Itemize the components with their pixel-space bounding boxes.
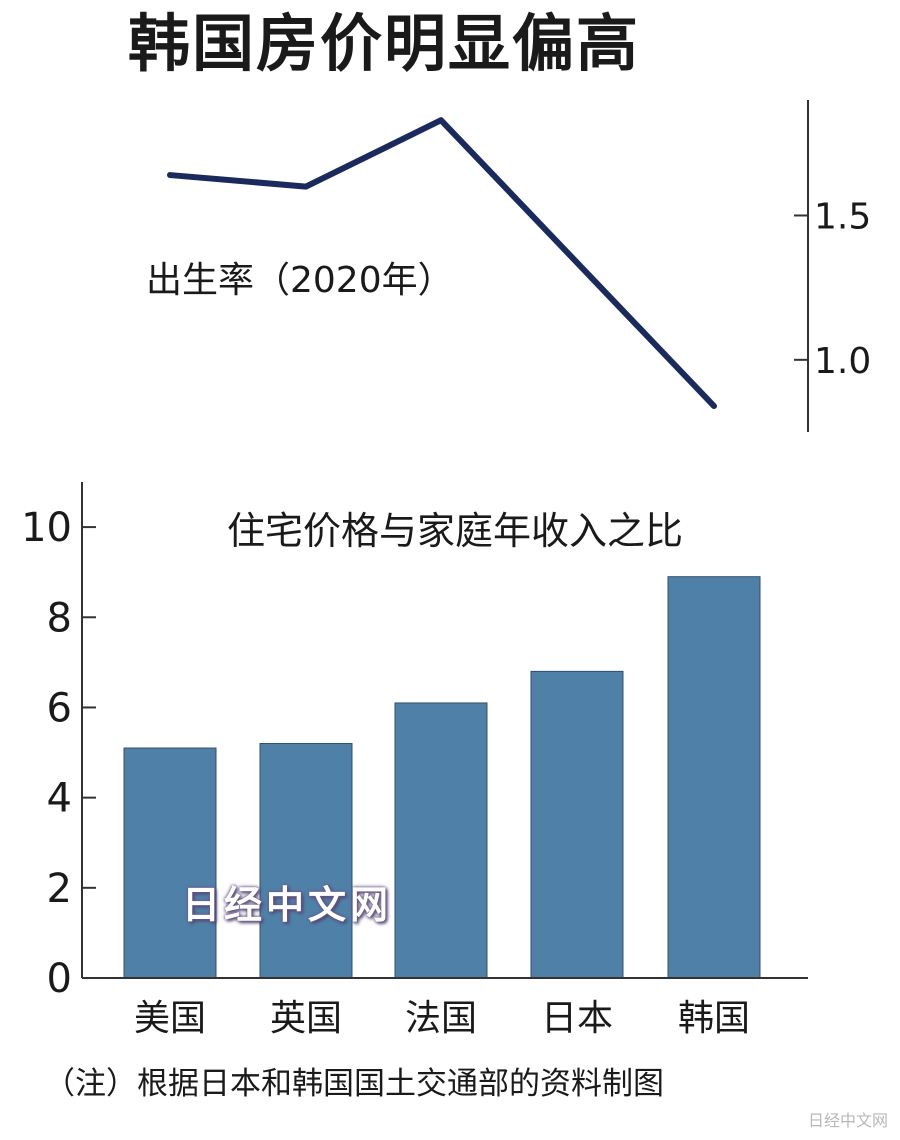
bar-category-label: 法国	[405, 998, 477, 1039]
bar	[394, 702, 488, 979]
bar-chart: 倍美国英国法国日本韩国0246810住宅价格与家庭年收入之比	[21, 482, 808, 1039]
bar-y-tick-label: 8	[47, 595, 72, 641]
bar-y-tick-label: 6	[47, 685, 72, 731]
birth-rate-line	[167, 117, 717, 410]
page-title: 韩国房价明显偏高	[128, 7, 641, 80]
bar-y-tick-label: 2	[47, 866, 72, 912]
bar-category-label: 美国	[134, 998, 206, 1039]
bar	[667, 576, 761, 979]
bar-category-label: 韩国	[678, 998, 750, 1039]
bar-category-label: 日本	[541, 998, 613, 1039]
line-y-tick-label: 1.0	[814, 341, 871, 382]
birth-rate-point	[713, 405, 715, 407]
line-chart: 1.0 1.5 出生率（2020年）	[146, 100, 871, 432]
bar	[123, 747, 217, 979]
birth-rate-point	[169, 174, 171, 176]
line-y-tick-label: 1.5	[814, 196, 871, 237]
birth-rate-point	[305, 186, 307, 188]
bar-category-label: 英国	[270, 998, 342, 1039]
footnote: （注）根据日本和韩国国土交通部的资料制图	[44, 1066, 664, 1102]
bar-y-tick-label: 10	[21, 505, 72, 551]
line-chart-title: 出生率（2020年）	[146, 260, 454, 301]
bar-y-tick-label: 0	[47, 956, 72, 1002]
bar-chart-title: 住宅价格与家庭年收入之比	[227, 509, 683, 553]
bar	[259, 743, 353, 979]
birth-rate-point	[440, 119, 442, 121]
watermark-text: 日经中文网	[182, 883, 393, 927]
bar	[530, 670, 624, 979]
bar-y-tick-label: 4	[47, 776, 72, 822]
source-credit: 日经中文网	[807, 1111, 888, 1130]
